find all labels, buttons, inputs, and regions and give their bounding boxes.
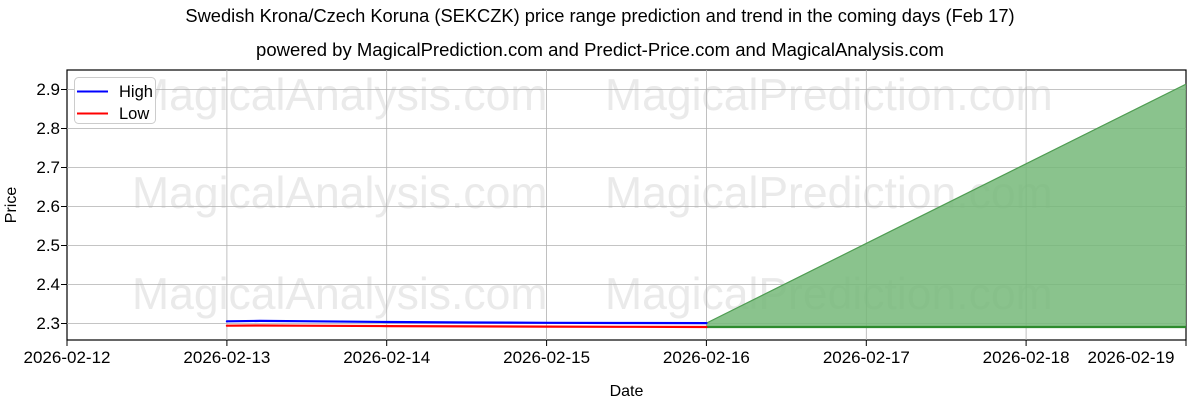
svg-text:MagicalAnalysis.com: MagicalAnalysis.com: [132, 270, 547, 319]
svg-text:2.5: 2.5: [36, 236, 60, 255]
svg-text:MagicalAnalysis.com: MagicalAnalysis.com: [132, 71, 547, 120]
svg-text:2.6: 2.6: [36, 197, 60, 216]
svg-text:2.8: 2.8: [36, 119, 60, 138]
svg-text:2026-02-17: 2026-02-17: [823, 348, 910, 367]
svg-text:Date: Date: [610, 383, 644, 400]
svg-text:2026-02-14: 2026-02-14: [343, 348, 430, 367]
svg-text:2026-02-13: 2026-02-13: [183, 348, 270, 367]
svg-text:MagicalPrediction.com: MagicalPrediction.com: [605, 71, 1053, 120]
svg-text:powered by MagicalPrediction.c: powered by MagicalPrediction.com and Pre…: [256, 39, 944, 60]
svg-text:2.9: 2.9: [36, 80, 60, 99]
svg-text:High: High: [119, 83, 153, 101]
svg-text:2026-02-12: 2026-02-12: [24, 348, 111, 367]
svg-text:2.3: 2.3: [36, 314, 60, 333]
svg-text:MagicalAnalysis.com: MagicalAnalysis.com: [132, 169, 547, 218]
svg-text:2026-02-15: 2026-02-15: [503, 348, 590, 367]
svg-text:Price: Price: [3, 187, 20, 224]
svg-text:2.4: 2.4: [36, 275, 60, 294]
svg-text:2026-02-19: 2026-02-19: [1088, 348, 1175, 367]
svg-text:Low: Low: [119, 105, 149, 123]
svg-text:2.7: 2.7: [36, 158, 60, 177]
svg-text:Swedish Krona/Czech Koruna (SE: Swedish Krona/Czech Koruna (SEKCZK) pric…: [185, 5, 1014, 26]
svg-text:2026-02-16: 2026-02-16: [663, 348, 750, 367]
svg-text:2026-02-18: 2026-02-18: [983, 348, 1070, 367]
